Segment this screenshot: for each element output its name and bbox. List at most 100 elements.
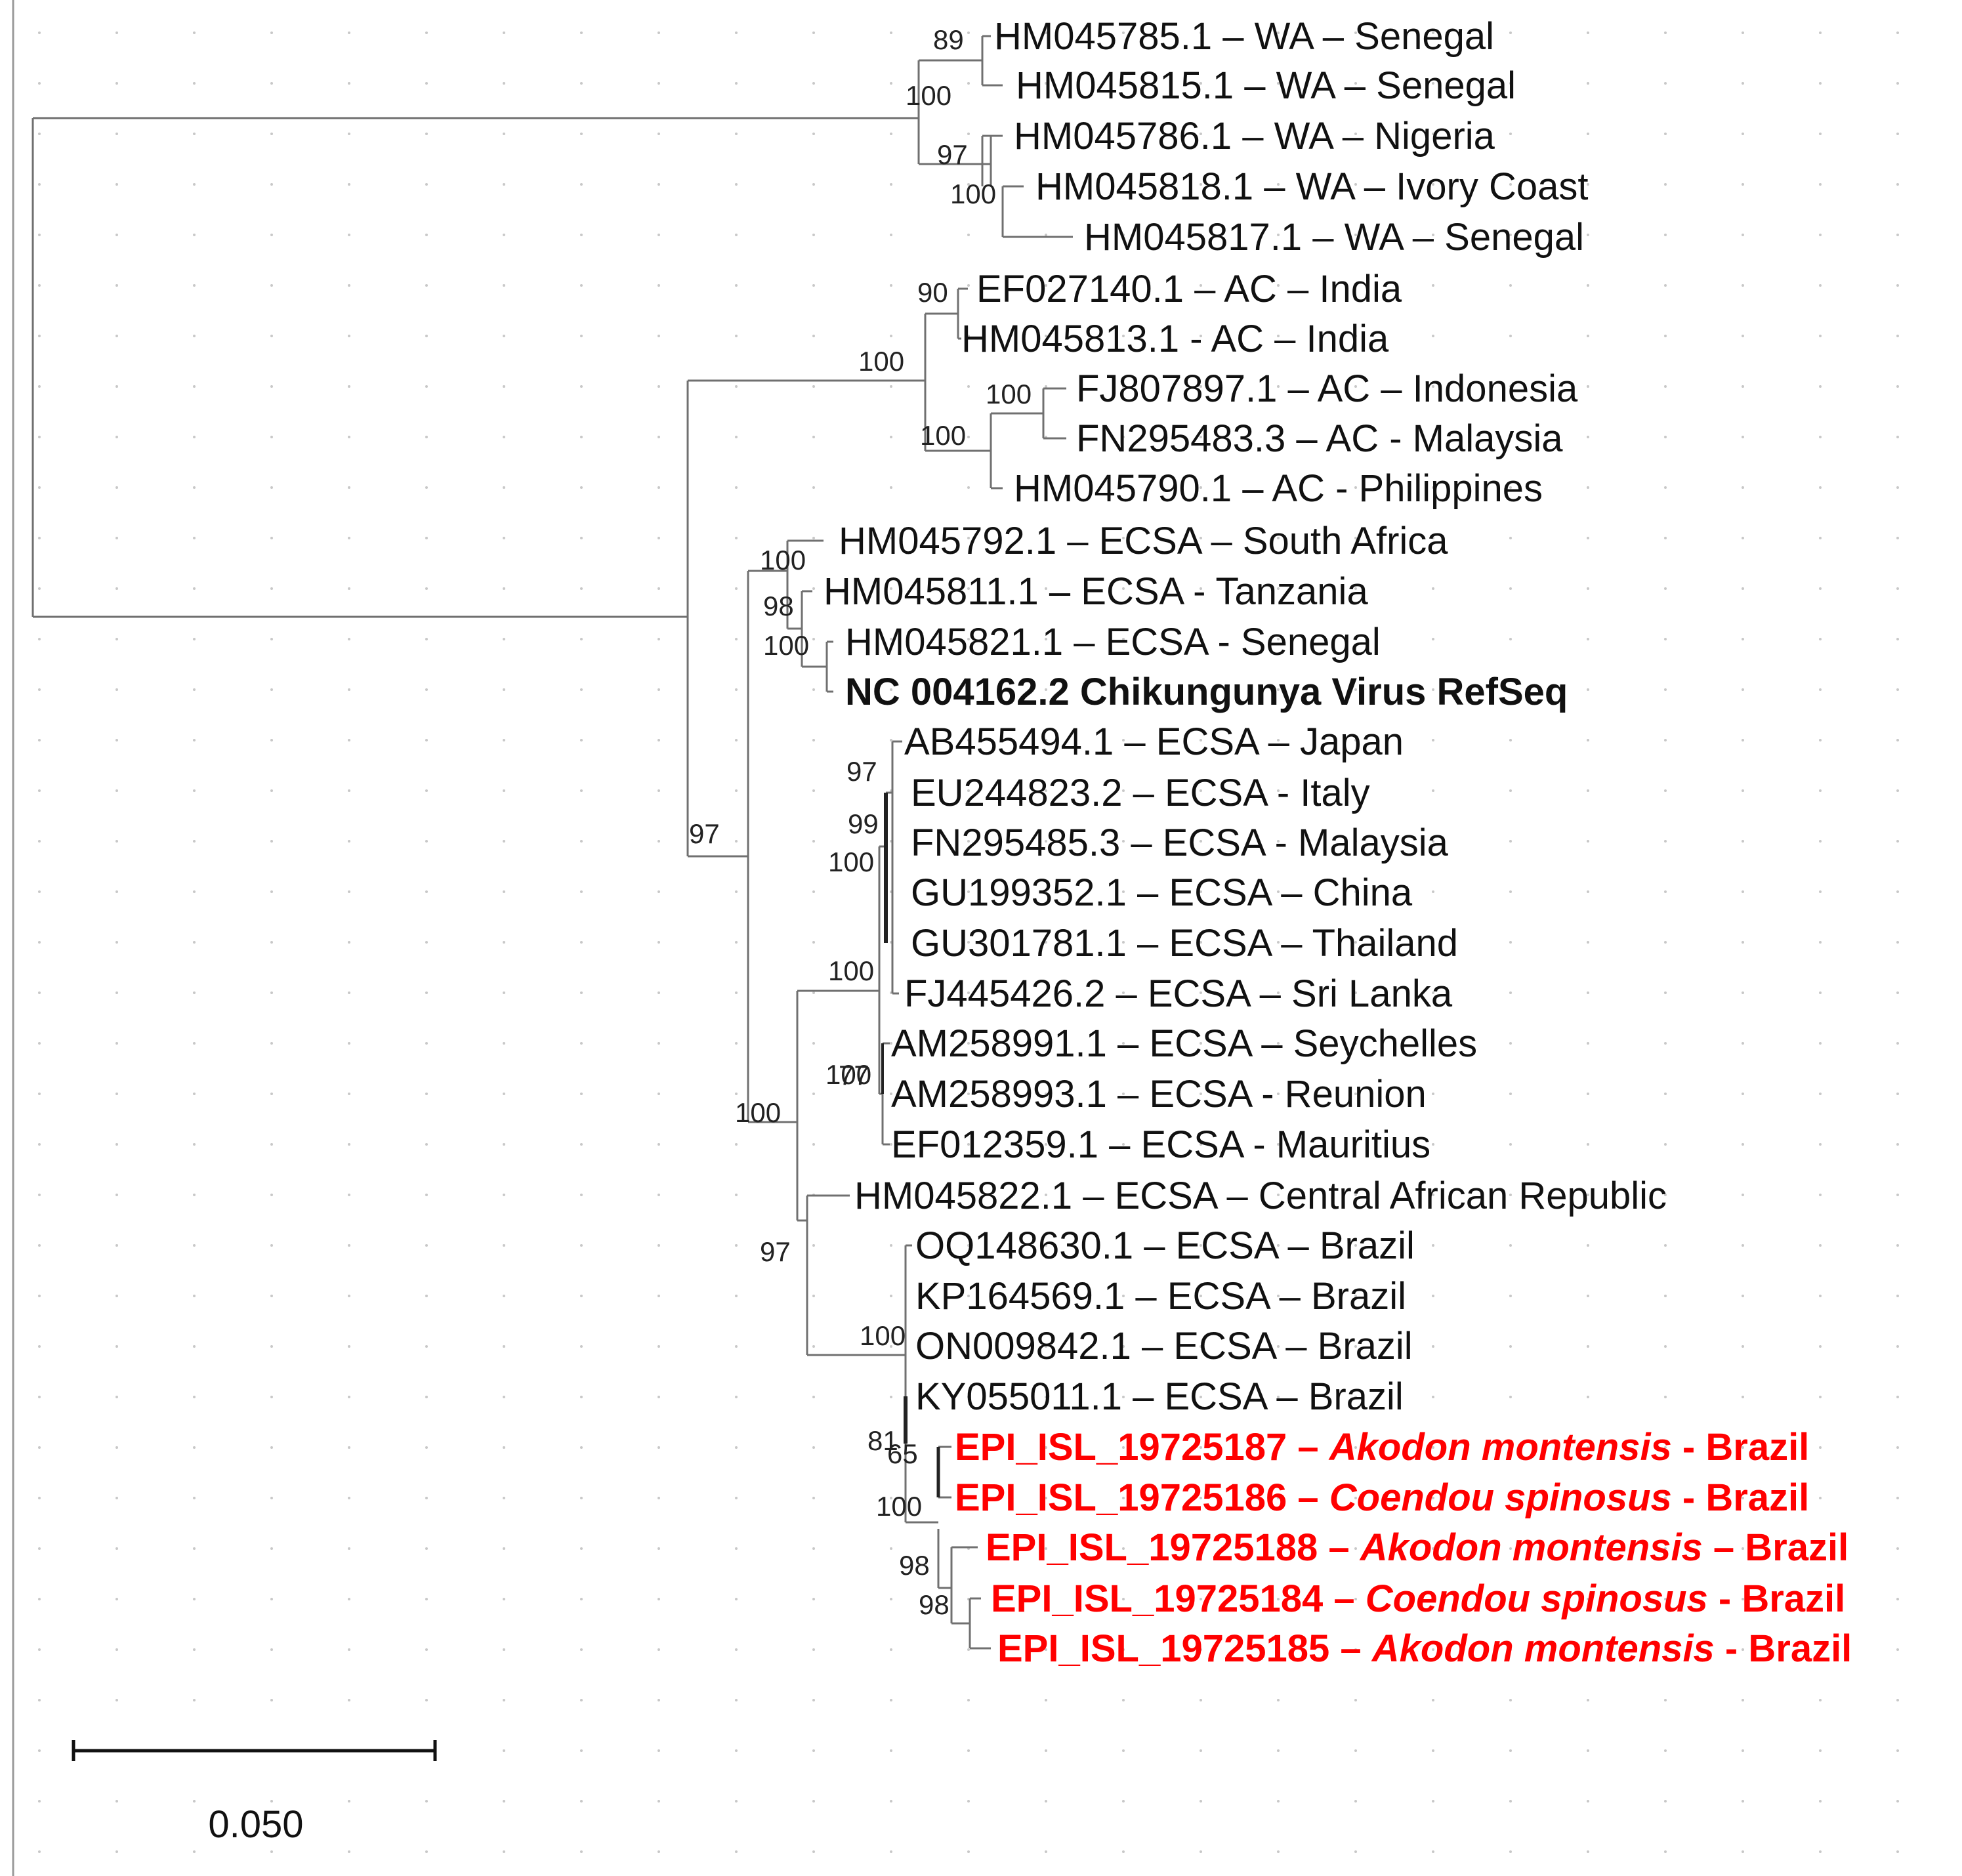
grid-dot [348, 31, 350, 34]
grid-dot [1045, 1244, 1047, 1247]
grid-dot [735, 688, 738, 691]
grid-dot [1819, 335, 1822, 337]
grid-dot [1354, 1244, 1357, 1247]
grid-dot [1587, 436, 1589, 438]
grid-dot [193, 739, 196, 741]
grid-dot [1200, 1598, 1202, 1600]
grid-dot [812, 890, 815, 893]
grid-dot [580, 284, 583, 287]
tree-branch [825, 640, 833, 693]
grid-dot [580, 941, 583, 944]
grid-dot [115, 537, 118, 539]
grid-dot [1354, 688, 1357, 691]
grid-dot [580, 840, 583, 843]
grid-dot [1354, 587, 1357, 590]
grid-dot [735, 840, 738, 843]
tip-label: HM045790.1 – AC - Philippines [1014, 467, 1543, 510]
grid-dot [1122, 385, 1125, 388]
grid-dot [1045, 385, 1047, 388]
grid-dot [1664, 385, 1667, 388]
bootstrap-value: 100 [906, 80, 951, 111]
grid-dot [657, 1446, 660, 1449]
grid-dot [1896, 436, 1899, 438]
grid-dot [967, 638, 970, 640]
grid-dot [1354, 1446, 1357, 1449]
grid-dot [1122, 234, 1125, 236]
grid-dot [1587, 789, 1589, 792]
grid-dot [1509, 1194, 1512, 1196]
grid-dot [1587, 1850, 1589, 1853]
grid-dot [270, 1093, 273, 1095]
grid-dot [193, 1598, 196, 1600]
grid-dot [1664, 739, 1667, 741]
grid-dot [1509, 1143, 1512, 1146]
grid-dot [503, 587, 505, 590]
grid-dot [1664, 1850, 1667, 1853]
grid-dot [503, 1699, 505, 1701]
grid-dot [1509, 739, 1512, 741]
grid-dot [1742, 1497, 1744, 1499]
grid-dot [735, 1345, 738, 1348]
grid-dot [348, 234, 350, 236]
grid-dot [967, 335, 970, 337]
grid-dot [1045, 1396, 1047, 1398]
grid-dot [1200, 1093, 1202, 1095]
grid-dot [115, 1648, 118, 1651]
grid-dot [967, 1850, 970, 1853]
grid-dot [1354, 941, 1357, 944]
grid-dot [425, 1598, 428, 1600]
grid-dot [1354, 82, 1357, 85]
grid-dot [1509, 1345, 1512, 1348]
grid-dot [580, 638, 583, 640]
grid-dot [193, 284, 196, 287]
grid-dot [1742, 1699, 1744, 1701]
grid-dot [1354, 537, 1357, 539]
grid-dot [967, 31, 970, 34]
grid-dot [270, 688, 273, 691]
grid-dot [1045, 1446, 1047, 1449]
grid-dot [425, 638, 428, 640]
grid-dot [425, 1194, 428, 1196]
grid-dot [1896, 385, 1899, 388]
grid-dot [1122, 133, 1125, 135]
grid-dot [38, 234, 41, 236]
grid-dot [1432, 840, 1434, 843]
grid-dot [38, 1143, 41, 1146]
grid-dot [1664, 991, 1667, 994]
grid-dot [1664, 1396, 1667, 1398]
grid-dot [193, 1648, 196, 1651]
tip-label-novel: EPI_ISL_19725186 – Coendou spinosus - Br… [955, 1476, 1809, 1519]
grid-dot [1432, 638, 1434, 640]
grid-dot [580, 1699, 583, 1701]
grid-dot [38, 335, 41, 337]
grid-dot [115, 234, 118, 236]
grid-dot [1432, 385, 1434, 388]
grid-dot [193, 1042, 196, 1045]
grid-dot [967, 890, 970, 893]
tree-branch [981, 135, 1003, 186]
grid-dot [503, 1345, 505, 1348]
grid-dot [1045, 638, 1047, 640]
grid-dot [735, 436, 738, 438]
tip-label: KP164569.1 – ECSA – Brazil [915, 1275, 1406, 1318]
grid-dot [193, 1143, 196, 1146]
grid-dot [1045, 335, 1047, 337]
tip-country: - Brazil [1715, 1627, 1852, 1670]
grid-dot [1819, 739, 1822, 741]
grid-dot [735, 1143, 738, 1146]
grid-dot [1587, 890, 1589, 893]
grid-dot [348, 587, 350, 590]
grid-dot [1742, 1295, 1744, 1297]
tree-branch [806, 1194, 906, 1356]
grid-dot [1819, 1497, 1822, 1499]
grid-dot [812, 1749, 815, 1752]
grid-dot [348, 890, 350, 893]
grid-dot [735, 1749, 738, 1752]
grid-dot [890, 1800, 892, 1803]
grid-dot [1742, 638, 1744, 640]
grid-dot [1742, 840, 1744, 843]
grid-dot [38, 789, 41, 792]
grid-dot [735, 133, 738, 135]
grid-dot [735, 1547, 738, 1550]
